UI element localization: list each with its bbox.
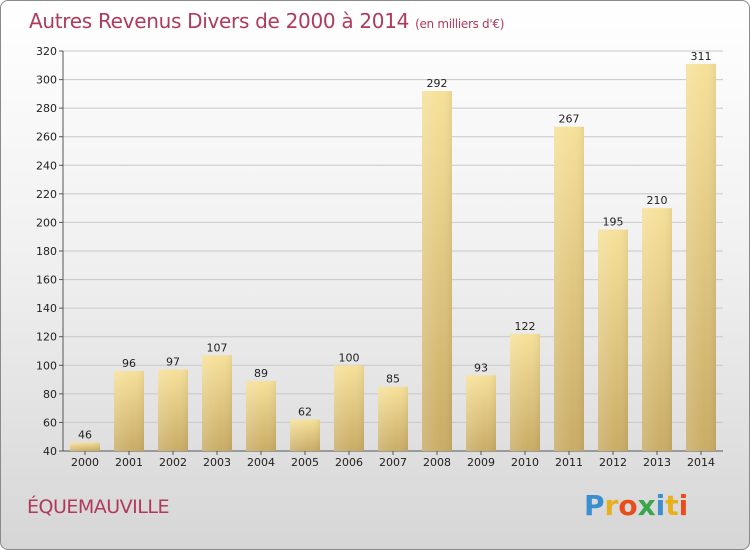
x-tick-label: 2012	[599, 456, 627, 469]
logo-letter: o	[618, 489, 638, 522]
bar-shade	[70, 442, 100, 451]
x-tick-label: 2014	[687, 456, 715, 469]
chart-title: Autres Revenus Divers de 2000 à 2014 (en …	[29, 9, 504, 33]
bar-shade	[422, 91, 452, 451]
bar-shade	[202, 355, 232, 451]
proxiti-logo: Proxiti	[584, 489, 688, 522]
bar-shade	[598, 229, 628, 451]
y-tick-label: 100	[36, 359, 57, 372]
data-label: 311	[691, 50, 712, 63]
data-label: 195	[603, 216, 624, 229]
y-tick-label: 40	[43, 445, 57, 458]
x-tick-label: 2010	[511, 456, 539, 469]
data-label: 107	[207, 341, 228, 354]
bar-shade	[158, 369, 188, 451]
y-tick-label: 80	[43, 388, 57, 401]
data-label: 292	[427, 77, 448, 90]
bar-shade	[554, 126, 584, 451]
title-unit: (en milliers d'€)	[415, 17, 505, 31]
x-tick-label: 2009	[467, 456, 495, 469]
x-tick-label: 2001	[115, 456, 143, 469]
bar-shade	[246, 381, 276, 451]
data-label: 85	[386, 373, 400, 386]
bar-shade	[378, 386, 408, 451]
x-tick-label: 2008	[423, 456, 451, 469]
data-label: 97	[166, 356, 180, 369]
logo-letter: P	[584, 489, 605, 522]
y-tick-label: 300	[36, 74, 57, 87]
logo-letter: i	[655, 489, 666, 522]
y-tick-label: 120	[36, 331, 57, 344]
y-tick-label: 280	[36, 102, 57, 115]
y-tick-label: 140	[36, 302, 57, 315]
data-label: 210	[647, 194, 668, 207]
x-tick-label: 2004	[247, 456, 275, 469]
data-label: 89	[254, 367, 268, 380]
x-tick-label: 2003	[203, 456, 231, 469]
y-tick-label: 200	[36, 216, 57, 229]
data-label: 122	[515, 320, 536, 333]
x-tick-label: 2013	[643, 456, 671, 469]
data-label: 96	[122, 357, 136, 370]
y-tick-label: 220	[36, 188, 57, 201]
bar-shade	[290, 419, 320, 451]
data-label: 267	[559, 113, 580, 126]
x-tick-label: 2000	[71, 456, 99, 469]
data-label: 46	[78, 428, 92, 441]
bar-shade	[466, 375, 496, 451]
y-tick-label: 240	[36, 159, 57, 172]
y-tick-label: 60	[43, 416, 57, 429]
logo-letter: i	[678, 489, 689, 522]
logo-letter: t	[665, 489, 679, 522]
y-tick-label: 320	[36, 45, 57, 58]
y-tick-label: 160	[36, 274, 57, 287]
logo-letter: r	[604, 489, 619, 522]
bar-shade	[510, 333, 540, 451]
x-tick-label: 2006	[335, 456, 363, 469]
x-tick-label: 2002	[159, 456, 187, 469]
x-tick-label: 2005	[291, 456, 319, 469]
x-tick-label: 2007	[379, 456, 407, 469]
x-tick-label: 2011	[555, 456, 583, 469]
data-label: 62	[298, 406, 312, 419]
y-tick-label: 260	[36, 131, 57, 144]
title-text: Autres Revenus Divers de 2000 à 2014	[29, 9, 410, 33]
bar-shade	[642, 208, 672, 451]
bar-shade	[686, 63, 716, 451]
y-tick-label: 180	[36, 245, 57, 258]
bar-shade	[114, 371, 144, 451]
commune-name: ÉQUEMAUVILLE	[27, 496, 169, 518]
logo-letter: x	[637, 489, 656, 522]
data-label: 100	[339, 351, 360, 364]
bar-shade	[334, 365, 364, 451]
data-label: 93	[474, 361, 488, 374]
